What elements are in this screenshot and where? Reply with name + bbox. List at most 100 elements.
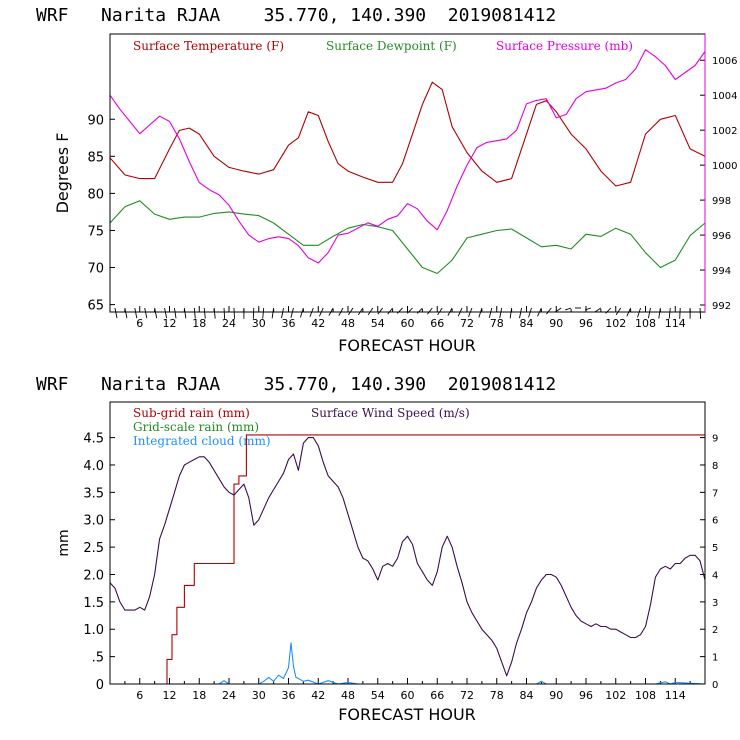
bottom-y2-tick-label: 9 [712,434,718,445]
top-y-axis-label: Degrees F [53,133,72,214]
bottom-x-axis-label: FORECAST HOUR [338,705,476,724]
top-y-tick-label: 70 [87,262,104,277]
top-series-lines [109,49,706,275]
top-x-tick-label: 90 [549,317,563,330]
wind-barb [658,307,661,319]
precipitation-chart: WRF Narita RJAA 35.770, 140.390 20190814… [36,374,718,724]
bottom-y2-tick-label: 7 [712,488,718,499]
wind-barb [223,307,226,319]
top-x-tick-label: 84 [520,317,534,330]
top-x-tick-label: 78 [490,317,504,330]
bottom-x-tick-label: 42 [311,689,325,702]
top-x-tick-label: 72 [460,317,474,330]
top-x-tick-label: 54 [371,317,385,330]
top-x-tick-label: 30 [252,317,266,330]
surface-wind-speed-line [109,437,706,677]
bottom-x-tick-label: 48 [341,689,355,702]
bottom-x-tick-label: 24 [222,689,236,702]
bottom-y2-tick-label: 8 [712,461,718,472]
bottom-x-tick-label: 6 [136,689,143,702]
bottom-y-tick-label: 3.5 [83,486,104,501]
wind-barb [519,307,522,319]
top-x-tick-label: 36 [282,317,296,330]
bottom-y-tick-label: 4.5 [83,432,104,447]
top-y2-tick-label: 1000 [712,161,737,172]
wind-barb [174,307,177,319]
top-y2-tick-label: 1004 [712,91,737,102]
bottom-y2-tick-label: 5 [712,543,718,554]
wind-barb [427,307,433,315]
bottom-x-tick-label: 66 [430,689,444,702]
top-y2-tick-label: 994 [712,266,731,277]
wind-barb [203,307,206,319]
top-x-axis-ticks: 6 12 18 24 30 36 42 48 54 60 66 72 78 84 90 96 102 108 114 [124,306,691,330]
top-y2-tick-label: 1006 [712,56,737,67]
wind-barb [647,307,651,319]
bottom-x-tick-label: 114 [665,689,686,702]
wind-barb [262,307,265,319]
top-x-tick-label: 108 [635,317,656,330]
wind-barb [499,307,503,319]
wind-barb [509,307,513,319]
bottom-y2-tick-label: 0 [712,680,718,691]
bottom-x-axis-ticks: 6 12 18 24 30 36 42 48 54 60 66 72 78 84 90 96 102 108 114 [124,678,691,702]
wind-barb [584,307,592,311]
top-x-tick-label: 96 [579,317,593,330]
wind-barb [348,307,354,316]
bottom-x-tick-label: 30 [252,689,266,702]
legend-pressure: Surface Pressure (mb) [496,39,633,53]
bottom-x-tick-label: 12 [163,689,177,702]
bottom-x-tick-label: 102 [605,689,626,702]
wind-barb [193,307,196,319]
wind-barb [183,307,187,319]
bottom-y-tick-label: 1.5 [83,596,104,611]
wind-barb [134,307,138,319]
top-x-tick-label: 6 [136,317,143,330]
wind-barb [357,307,364,316]
bottom-x-tick-label: 90 [549,689,563,702]
top-y-tick-label: 75 [87,224,104,239]
wind-barb [377,307,384,315]
wind-barb [615,307,622,316]
wind-barb [233,307,235,319]
top-x-tick-label: 24 [222,317,236,330]
wind-barb [114,307,118,319]
wind-barb [478,307,483,318]
bottom-x-tick-label: 60 [401,689,415,702]
bottom-y2-axis-ticks: 0 1 2 3 4 5 6 7 8 9 [700,434,718,691]
wind-barb [699,307,702,319]
wind-barb [154,307,158,319]
top-y-tick-label: 90 [87,113,104,128]
wind-barb [637,307,641,318]
wind-barb [488,307,493,318]
wind-barb [387,307,393,315]
wind-barb [679,307,681,319]
top-y2-tick-label: 1002 [712,126,737,137]
bottom-y-axis-label: mm [56,529,72,556]
temperature-chart: WRF Narita RJAA 35.770, 140.390 20190814… [36,5,737,355]
bottom-plot-frame [109,401,706,685]
top-x-tick-label: 102 [605,317,626,330]
bottom-y2-tick-label: 1 [712,653,718,664]
bottom-chart-title: WRF Narita RJAA 35.770, 140.390 20190814… [36,374,556,395]
bottom-x-tick-label: 18 [192,689,206,702]
legend-gridscale-rain: Grid-scale rain (mm) [133,420,259,434]
bottom-y-tick-label: 0 [96,678,104,693]
top-x-tick-label: 66 [430,317,444,330]
legend-subgrid-rain: Sub-grid rain (mm) [133,406,250,420]
wind-barb [594,307,602,313]
wind-barb [144,307,148,319]
wind-barb [668,307,671,319]
top-chart-title: WRF Narita RJAA 35.770, 140.390 20190814… [36,5,556,26]
bottom-y-tick-label: 3.0 [83,514,104,529]
top-x-tick-label: 60 [401,317,415,330]
bottom-y-tick-label: 1.0 [83,623,104,638]
bottom-y2-tick-label: 4 [712,570,718,581]
legend-integrated-cloud: Integrated cloud (mm) [133,434,271,448]
bottom-x-tick-label: 54 [371,689,385,702]
bottom-x-tick-label: 96 [579,689,593,702]
wind-barbs [114,307,702,319]
wind-barb [528,307,532,318]
wind-barb [290,307,294,318]
